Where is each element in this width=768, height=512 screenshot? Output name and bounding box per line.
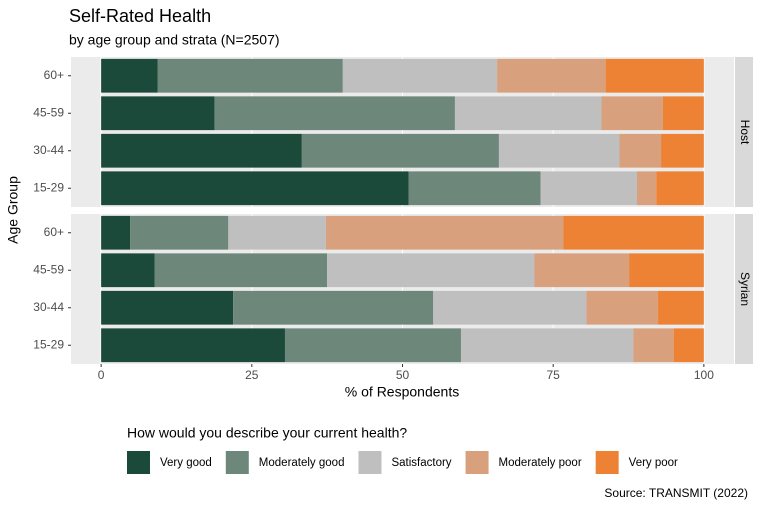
legend-swatch: [225, 451, 249, 474]
bar-segment: [154, 253, 328, 288]
legend-label: Very good: [160, 457, 212, 469]
y-tick-label: 60+: [44, 68, 64, 82]
strip-background: [735, 57, 753, 207]
legend-label: Moderately good: [259, 457, 345, 469]
strip-background: [735, 214, 753, 364]
bar-segment: [497, 58, 606, 93]
y-tick-label: 45-59: [33, 262, 64, 276]
bar-segment: [101, 290, 234, 325]
legend-swatch: [595, 451, 619, 474]
bar-segment: [101, 171, 409, 206]
bar-segment: [228, 215, 326, 250]
x-tick-label: 100: [694, 368, 714, 382]
bar-segment: [214, 96, 455, 131]
legend-swatch: [127, 451, 150, 474]
legend-title: How would you describe your current heal…: [127, 425, 407, 441]
x-tick-label: 75: [547, 368, 561, 382]
y-tick-label: 30-44: [33, 143, 64, 157]
x-tick-label: 50: [396, 368, 410, 382]
bar-segment: [563, 215, 704, 250]
bar-segment: [656, 171, 704, 206]
y-tick-label: 30-44: [33, 300, 64, 314]
chart-subtitle: by age group and strata (N=2507): [69, 32, 280, 48]
legend-swatch: [465, 451, 489, 474]
y-axis-label: Age Group: [5, 176, 21, 244]
bar-segment: [101, 253, 155, 288]
x-tick-label: 25: [245, 368, 259, 382]
legend-swatch: [358, 451, 382, 474]
bar-segment: [619, 133, 662, 168]
bar-segment: [327, 253, 535, 288]
bar-segment: [101, 215, 131, 250]
bar-segment: [629, 253, 704, 288]
bar-segment: [342, 58, 498, 93]
strip-label: Syrian: [738, 272, 752, 306]
y-tick-label: 15-29: [33, 180, 64, 194]
legend-label: Moderately poor: [499, 457, 582, 469]
bar-segment: [540, 171, 637, 206]
bar-segment: [408, 171, 541, 206]
y-tick-label: 45-59: [33, 105, 64, 119]
x-axis-label: % of Respondents: [345, 384, 459, 400]
bar-segment: [498, 133, 620, 168]
y-tick-label: 15-29: [33, 337, 64, 351]
bar-segment: [673, 328, 704, 363]
bar-segment: [157, 58, 343, 93]
source-note: Source: TRANSMIT (2022): [604, 486, 748, 500]
bar-segment: [101, 58, 158, 93]
bar-segment: [433, 290, 587, 325]
strip-label: Host: [738, 120, 752, 145]
bar-segment: [534, 253, 630, 288]
bar-segment: [636, 171, 657, 206]
bar-segment: [658, 290, 704, 325]
x-tick-label: 0: [98, 368, 105, 382]
bar-segment: [586, 290, 659, 325]
bar-segment: [101, 96, 215, 131]
bar-segment: [301, 133, 499, 168]
bar-segment: [233, 290, 434, 325]
bar-segment: [325, 215, 564, 250]
bar-segment: [130, 215, 229, 250]
bar-segment: [101, 328, 285, 363]
legend-label: Very poor: [629, 457, 678, 469]
bar-segment: [633, 328, 674, 363]
bar-segment: [605, 58, 704, 93]
bar-segment: [662, 96, 704, 131]
bar-segment: [601, 96, 663, 131]
bar-segment: [460, 328, 634, 363]
bar-segment: [101, 133, 302, 168]
chart-title: Self-Rated Health: [69, 6, 211, 26]
y-tick-label: 60+: [44, 225, 64, 239]
bar-segment: [454, 96, 602, 131]
legend-label: Satisfactory: [391, 457, 451, 469]
bar-segment: [284, 328, 461, 363]
bar-segment: [661, 133, 704, 168]
